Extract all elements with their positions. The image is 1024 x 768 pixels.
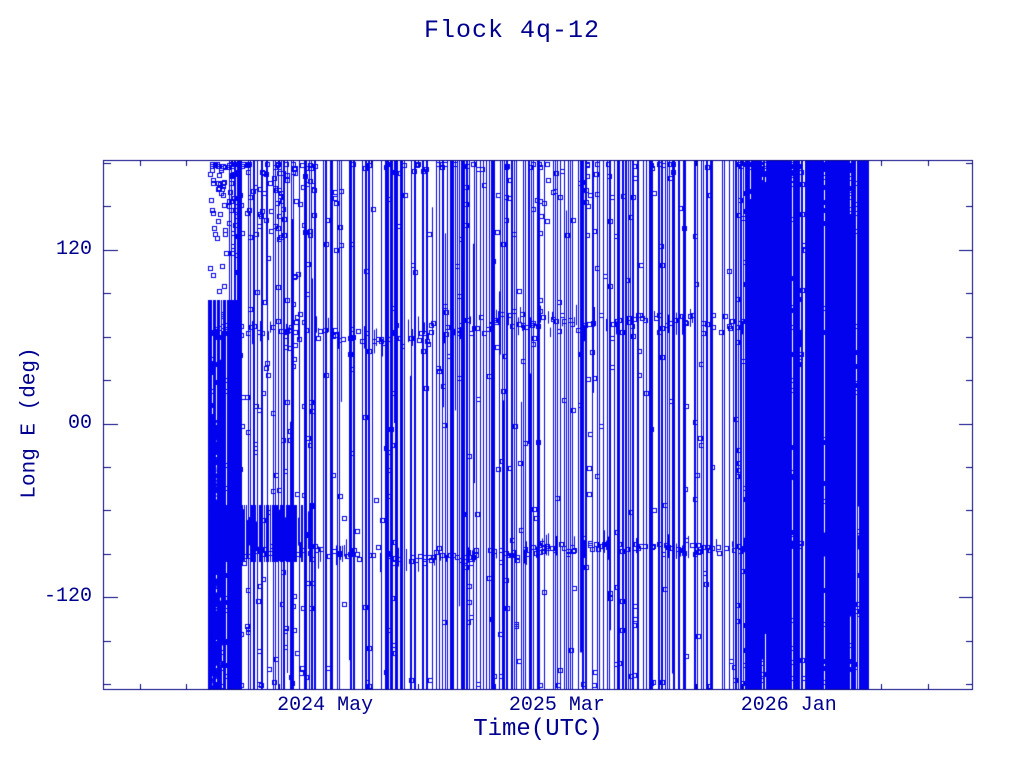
x-tick-label: 2024 May (277, 694, 374, 717)
y-tick-label: 00 (67, 411, 92, 435)
x-tick-label: 2026 Jan (740, 694, 837, 717)
x-tick-label: 2025 Mar (508, 694, 605, 717)
x-axis-title: Time(UTC) (473, 716, 603, 743)
y-tick-label: 120 (55, 237, 92, 261)
chart-title: Flock 4q-12 (423, 16, 601, 45)
y-tick-label: -120 (43, 585, 92, 609)
